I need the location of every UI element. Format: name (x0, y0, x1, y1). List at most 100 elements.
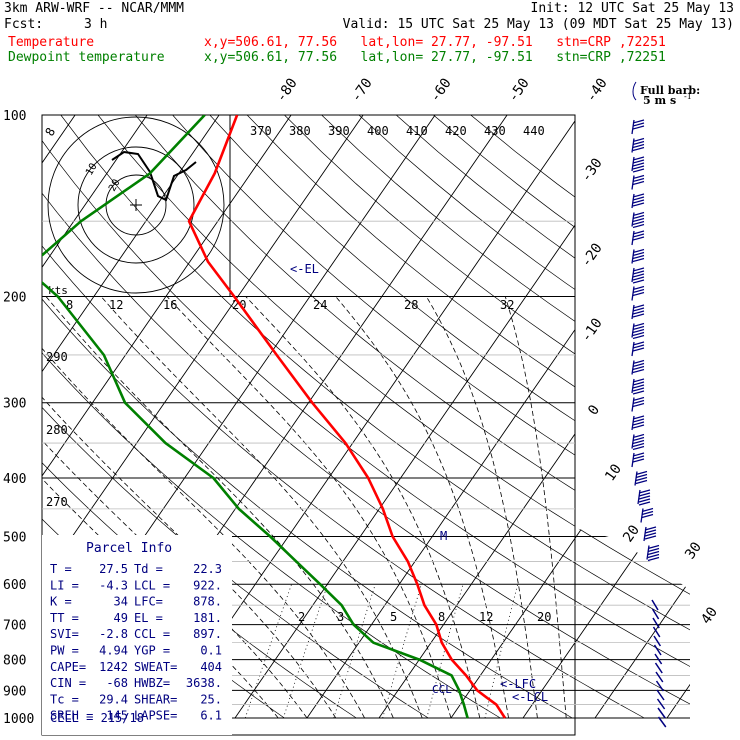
mixing-ratio-label: 12 (479, 610, 493, 624)
isotherm-label: 20 (620, 522, 643, 545)
wind-barb-flag (632, 421, 645, 426)
wind-barb (631, 397, 635, 412)
wind-barb-flag (632, 445, 645, 451)
dry-adiabat-line (284, 115, 690, 719)
wind-barb-flag (632, 313, 645, 318)
parcel-value: 181. (193, 611, 222, 625)
temperature-legend-info: x,y=506.61, 77.56 lat,lon= 27.77, -97.51… (204, 35, 666, 50)
parcel-label: LAPSE= (134, 709, 177, 723)
parcel-value: 897. (193, 627, 222, 641)
wind-barb-flag (632, 368, 645, 374)
isotherm-label: -10 (578, 315, 606, 345)
wind-barb-flag (632, 174, 645, 180)
parcel-label: CCL = (134, 627, 170, 641)
wind-barb-flag (632, 165, 645, 170)
wind-barb (631, 175, 635, 190)
parcel-label: YGP = (134, 644, 170, 658)
wind-barb-flag (632, 119, 645, 124)
hodograph-ring (47, 116, 225, 294)
parcel-value: -68 (106, 676, 128, 690)
pressure-label: 100 (3, 109, 26, 124)
wind-barb-flag (632, 359, 645, 365)
pressure-label: 700 (3, 619, 26, 634)
wind-barb-flag (632, 196, 645, 201)
isotherm-label: 40 (698, 604, 721, 627)
parcel-value: 3638. (186, 676, 222, 690)
wind-barb-flag (632, 458, 645, 463)
mixing-ratio-label: 5 (390, 610, 397, 624)
wind-barb-flag (635, 479, 648, 485)
pressure-label: 500 (3, 530, 26, 545)
wind-barb-flag (632, 439, 645, 445)
wind-barb (657, 707, 666, 719)
parcel-label: T = (50, 562, 72, 576)
wind-barb-flag (632, 381, 645, 386)
wind-barb-flag (632, 254, 645, 260)
isotherm-label: -70 (348, 75, 376, 105)
dry-adiabat-line (246, 115, 690, 719)
isotherm-line (666, 115, 690, 719)
parcel-label: SHEAR= (134, 692, 177, 706)
parcel-label: TT = (50, 611, 79, 625)
parcel-value: 878. (193, 595, 222, 609)
wind-barb-flag (632, 304, 645, 309)
wind-barb (652, 617, 660, 629)
wind-barb-flag (632, 433, 645, 439)
dry-adiabat-line (209, 115, 690, 719)
parcel-label: Tc = (50, 692, 79, 706)
parcel-label: LCL = (134, 578, 170, 592)
wind-barb-flag (644, 526, 657, 531)
parcel-label: SWEAT= (134, 660, 177, 674)
isotherm-label: 0 (585, 402, 603, 418)
parcel-label: K = (50, 595, 72, 609)
wind-barb (651, 608, 660, 620)
pressure-label: 400 (3, 472, 26, 487)
wind-barb-flag (632, 325, 645, 331)
wind-barb-flag (635, 470, 648, 476)
parcel-value: 34 (114, 595, 128, 609)
wind-barb (655, 680, 665, 692)
forecast-value: 3 h (84, 17, 108, 32)
dry-adiabat-line (358, 115, 690, 719)
isotherm-label: -50 (505, 75, 533, 105)
wind-barb-flag (632, 140, 645, 146)
wind-barb (640, 508, 644, 523)
wind-barb (656, 689, 665, 701)
wind-barb-flag (647, 544, 660, 550)
lfc-marker: <-LFC (500, 677, 536, 691)
parcel-label: LFC= (134, 595, 163, 609)
mixing-ratio-label: 8 (438, 610, 445, 624)
hodograph-ring (77, 146, 195, 264)
wind-barb-flag (632, 442, 645, 448)
isotherm-line (594, 115, 690, 719)
isotherm-label: 10 (602, 461, 625, 484)
theta-label: 390 (328, 124, 350, 138)
wind-barb-flag (632, 328, 645, 334)
ccl-marker: CCL (432, 683, 452, 696)
parcel-label: CIN = (50, 676, 86, 690)
wind-barb-flag (632, 341, 645, 346)
wind-barb (631, 286, 635, 301)
parcel-info-title: Parcel Info (86, 541, 172, 556)
hodograph-ring-label: 8 (42, 125, 58, 138)
wind-barb-flag (632, 217, 645, 223)
parcel-label: LI = (50, 578, 79, 592)
wind-barb-flag (644, 529, 657, 534)
parcel-label: CAPE= (50, 660, 86, 674)
pressure-label: 300 (3, 397, 26, 412)
isotherm-label: -20 (578, 240, 606, 270)
moist-adiabat-line (426, 296, 538, 719)
wind-barb-flag (632, 288, 645, 294)
isotherm-label: 30 (682, 539, 705, 562)
barb-legend-value: 5 m s (643, 94, 676, 107)
wind-barb-flag (632, 365, 645, 371)
wind-barb-flag (632, 291, 645, 297)
wind-barb-flag (632, 143, 645, 149)
wind-barb-flag (632, 436, 645, 442)
pressure-label: 1000 (3, 712, 34, 727)
wind-barb-flag (632, 331, 645, 337)
wind-barb-flag (647, 550, 660, 556)
barb-legend-exponent: -1 (684, 92, 692, 101)
wind-barb-flag (632, 387, 645, 392)
